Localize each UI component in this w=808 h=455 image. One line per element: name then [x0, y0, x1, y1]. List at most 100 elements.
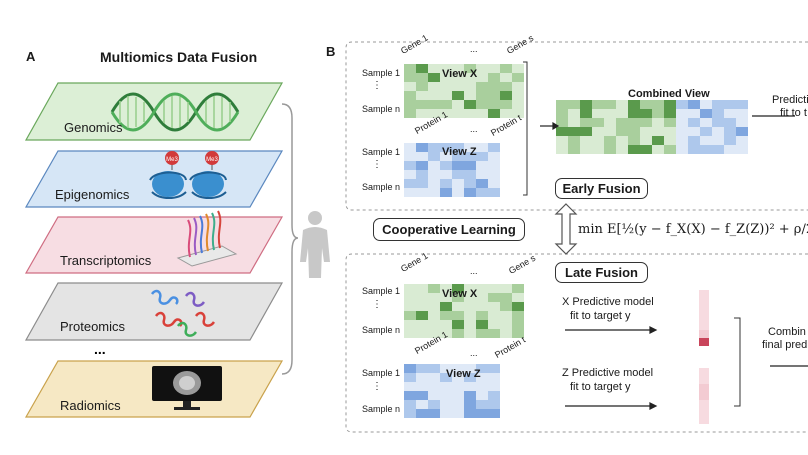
heatmap-cell — [568, 118, 580, 127]
heatmap-cell — [428, 143, 440, 152]
heatmap-cell — [404, 64, 416, 73]
heatmap-cell — [724, 118, 736, 127]
z-model-line2: fit to target y — [570, 381, 631, 393]
heatmap-cell — [404, 170, 416, 179]
heatmap-cell — [476, 409, 488, 418]
heatmap-cell — [488, 109, 500, 118]
heatmap-cell — [556, 127, 568, 136]
heatmap-cell — [488, 311, 500, 320]
heatmap-cell — [464, 143, 476, 152]
heatmap-cell — [488, 73, 500, 82]
person-icon — [300, 211, 330, 278]
heatmap-cell — [416, 302, 428, 311]
heatmap-cell — [640, 127, 652, 136]
heatmap-cell — [676, 127, 688, 136]
early-bracket — [523, 61, 528, 196]
heatmap-cell — [652, 100, 664, 109]
heatmap-cell — [488, 364, 500, 373]
heatmap-cell — [452, 293, 464, 302]
heatmap-cell — [416, 64, 428, 73]
heatmap-cell — [452, 73, 464, 82]
heatmap-cell — [476, 320, 488, 329]
heatmap-cell — [440, 64, 452, 73]
heatmap-cell — [440, 161, 452, 170]
heatmap-cell — [440, 293, 452, 302]
heatmap-cell — [476, 311, 488, 320]
heatmap-cell — [416, 188, 428, 197]
heatmap-cell — [580, 136, 592, 145]
heatmap-cell — [512, 311, 524, 320]
heatmap-cell — [556, 109, 568, 118]
heatmap-cell — [440, 364, 452, 373]
heatmap-cell — [464, 73, 476, 82]
heatmap-cell — [452, 364, 464, 373]
early-z-col-dots: ... — [470, 124, 478, 134]
heatmap-cell — [440, 109, 452, 118]
heatmap-cell — [428, 91, 440, 100]
heatmap-cell — [404, 391, 416, 400]
heatmap-cell — [676, 118, 688, 127]
heatmap-cell — [652, 145, 664, 154]
heatmap-cell — [428, 82, 440, 91]
heatmap-cell — [428, 109, 440, 118]
heatmap-cell — [428, 64, 440, 73]
heatmap-cell — [580, 145, 592, 154]
heatmap-cell — [428, 329, 440, 338]
heatmap-cell — [556, 145, 568, 154]
heatmap-cell — [736, 127, 748, 136]
heatmap-cell — [488, 143, 500, 152]
heatmap-cell — [440, 382, 452, 391]
heatmap-cell — [640, 118, 652, 127]
heatmap-cell — [452, 302, 464, 311]
heatmap-cell — [580, 109, 592, 118]
heatmap-cell — [700, 109, 712, 118]
heatmap-cell — [616, 118, 628, 127]
heatmap-cell — [592, 118, 604, 127]
heatmap-cell — [404, 100, 416, 109]
heatmap-cell — [416, 311, 428, 320]
heatmap-cell — [604, 100, 616, 109]
heatmap-cell — [488, 161, 500, 170]
heatmap-cell — [404, 91, 416, 100]
heatmap-cell — [404, 311, 416, 320]
heatmap-cell — [699, 322, 709, 330]
heatmap-cell — [512, 320, 524, 329]
heatmap-cell — [404, 293, 416, 302]
heatmap-cell — [428, 409, 440, 418]
heatmap-cell — [452, 64, 464, 73]
z-model-line1: Z Predictive model — [562, 367, 654, 379]
heatmap-cell — [404, 382, 416, 391]
heatmap-cell — [416, 293, 428, 302]
late-x-row-dots: ⋮ — [372, 299, 382, 310]
heatmap-cell — [604, 136, 616, 145]
heatmap-cell — [676, 136, 688, 145]
heatmap-cell — [712, 118, 724, 127]
heatmap-cell — [404, 73, 416, 82]
early-x-row-first: Sample 1 — [362, 68, 401, 78]
heatmap-cell — [440, 170, 452, 179]
me3-tag-right: Me3 — [206, 157, 218, 163]
heatmap-cell — [616, 100, 628, 109]
heatmap-cell — [592, 127, 604, 136]
heatmap-cell — [699, 384, 709, 392]
heatmap-cell — [724, 145, 736, 154]
heatmap-cell — [700, 145, 712, 154]
heatmap-cell — [476, 161, 488, 170]
heatmap-cell — [404, 109, 416, 118]
z-prediction-vector — [699, 368, 709, 424]
heatmap-cell — [452, 284, 464, 293]
heatmap-cell — [440, 73, 452, 82]
heatmap-cell — [700, 100, 712, 109]
heatmap-cell — [699, 338, 709, 346]
heatmap-cell — [464, 170, 476, 179]
me3-tag-left: Me3 — [166, 157, 178, 163]
early-view-z-title: View Z — [442, 146, 477, 158]
panel-a-letter: A — [26, 49, 36, 64]
heatmap-cell — [724, 136, 736, 145]
early-view-x-title: View X — [442, 68, 478, 80]
heatmap-cell — [652, 136, 664, 145]
combined-view-blue-heatmap — [676, 100, 748, 154]
layer-ellipsis: ... — [94, 341, 106, 357]
objective-formula: min E[½(y − f_X(X) − f_Z(Z))² + ρ/2(f_X( — [578, 222, 808, 237]
